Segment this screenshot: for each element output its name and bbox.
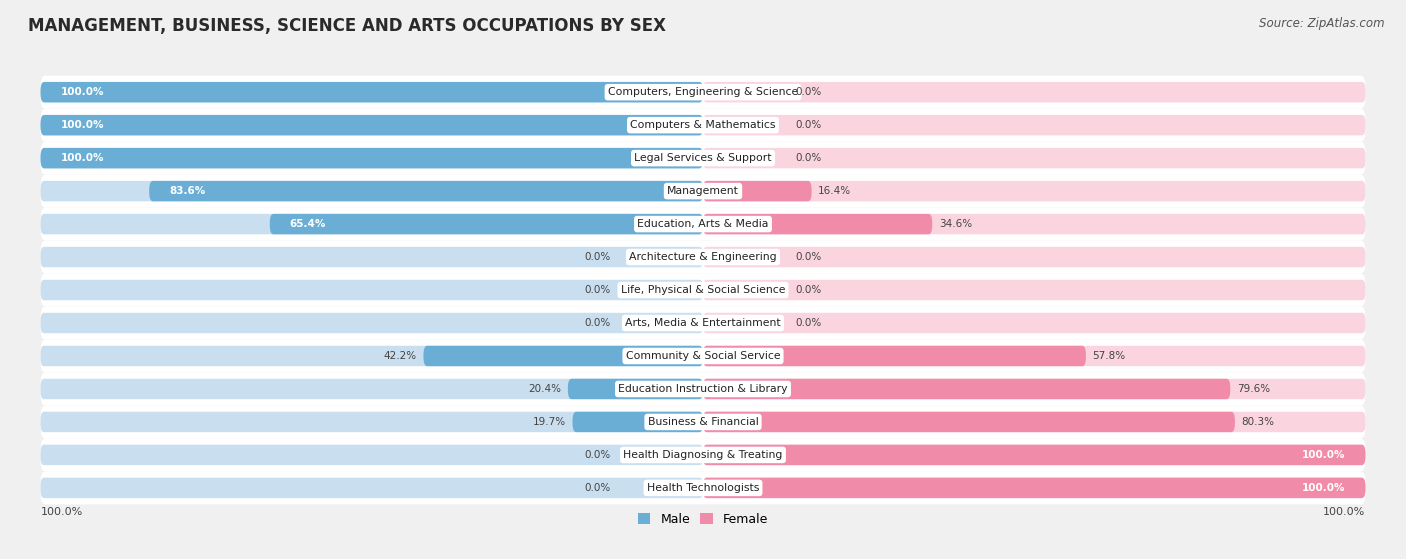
FancyBboxPatch shape [703, 115, 1365, 135]
Text: 0.0%: 0.0% [796, 87, 823, 97]
FancyBboxPatch shape [703, 445, 1365, 465]
Text: 0.0%: 0.0% [583, 318, 610, 328]
FancyBboxPatch shape [41, 339, 1365, 372]
FancyBboxPatch shape [703, 181, 1365, 201]
Text: Business & Financial: Business & Financial [648, 417, 758, 427]
FancyBboxPatch shape [41, 174, 1365, 207]
Text: 0.0%: 0.0% [796, 120, 823, 130]
Text: 20.4%: 20.4% [529, 384, 561, 394]
Text: Health Diagnosing & Treating: Health Diagnosing & Treating [623, 450, 783, 460]
Text: 0.0%: 0.0% [796, 285, 823, 295]
FancyBboxPatch shape [41, 313, 703, 333]
FancyBboxPatch shape [41, 379, 703, 399]
FancyBboxPatch shape [703, 313, 1365, 333]
FancyBboxPatch shape [703, 280, 1365, 300]
Text: Computers & Mathematics: Computers & Mathematics [630, 120, 776, 130]
Text: 0.0%: 0.0% [796, 252, 823, 262]
Text: 19.7%: 19.7% [533, 417, 565, 427]
FancyBboxPatch shape [703, 379, 1365, 399]
FancyBboxPatch shape [703, 346, 1085, 366]
Legend: Male, Female: Male, Female [633, 508, 773, 531]
FancyBboxPatch shape [703, 148, 1365, 168]
FancyBboxPatch shape [41, 214, 703, 234]
FancyBboxPatch shape [703, 445, 1365, 465]
Text: Management: Management [666, 186, 740, 196]
FancyBboxPatch shape [41, 82, 703, 102]
FancyBboxPatch shape [41, 181, 703, 201]
Text: 100.0%: 100.0% [41, 506, 83, 517]
Text: Education Instruction & Library: Education Instruction & Library [619, 384, 787, 394]
Text: 79.6%: 79.6% [1237, 384, 1270, 394]
FancyBboxPatch shape [41, 115, 703, 135]
FancyBboxPatch shape [703, 181, 811, 201]
Text: Health Technologists: Health Technologists [647, 483, 759, 493]
Text: Source: ZipAtlas.com: Source: ZipAtlas.com [1260, 17, 1385, 30]
Text: 0.0%: 0.0% [583, 285, 610, 295]
Text: 100.0%: 100.0% [1302, 483, 1346, 493]
FancyBboxPatch shape [703, 478, 1365, 498]
Text: 100.0%: 100.0% [60, 120, 104, 130]
Text: 83.6%: 83.6% [169, 186, 205, 196]
FancyBboxPatch shape [41, 273, 1365, 306]
Text: 0.0%: 0.0% [583, 450, 610, 460]
Text: 0.0%: 0.0% [796, 318, 823, 328]
Text: 100.0%: 100.0% [60, 153, 104, 163]
FancyBboxPatch shape [703, 412, 1234, 432]
Text: 100.0%: 100.0% [60, 87, 104, 97]
FancyBboxPatch shape [703, 247, 1365, 267]
FancyBboxPatch shape [41, 471, 1365, 504]
FancyBboxPatch shape [41, 247, 703, 267]
Text: 42.2%: 42.2% [384, 351, 416, 361]
Text: Education, Arts & Media: Education, Arts & Media [637, 219, 769, 229]
Text: Life, Physical & Social Science: Life, Physical & Social Science [621, 285, 785, 295]
Text: 100.0%: 100.0% [1302, 450, 1346, 460]
FancyBboxPatch shape [423, 346, 703, 366]
FancyBboxPatch shape [41, 372, 1365, 405]
FancyBboxPatch shape [703, 214, 1365, 234]
FancyBboxPatch shape [703, 346, 1365, 366]
Text: Community & Social Service: Community & Social Service [626, 351, 780, 361]
Text: 16.4%: 16.4% [818, 186, 852, 196]
Text: Architecture & Engineering: Architecture & Engineering [630, 252, 776, 262]
Text: Arts, Media & Entertainment: Arts, Media & Entertainment [626, 318, 780, 328]
FancyBboxPatch shape [149, 181, 703, 201]
FancyBboxPatch shape [41, 445, 703, 465]
Text: 57.8%: 57.8% [1092, 351, 1126, 361]
Text: Computers, Engineering & Science: Computers, Engineering & Science [607, 87, 799, 97]
FancyBboxPatch shape [270, 214, 703, 234]
FancyBboxPatch shape [703, 82, 1365, 102]
Text: Legal Services & Support: Legal Services & Support [634, 153, 772, 163]
FancyBboxPatch shape [41, 346, 703, 366]
Text: 65.4%: 65.4% [290, 219, 326, 229]
FancyBboxPatch shape [703, 478, 1365, 498]
Text: 80.3%: 80.3% [1241, 417, 1275, 427]
FancyBboxPatch shape [41, 412, 703, 432]
FancyBboxPatch shape [703, 379, 1230, 399]
Text: 0.0%: 0.0% [583, 483, 610, 493]
FancyBboxPatch shape [41, 207, 1365, 240]
FancyBboxPatch shape [703, 412, 1365, 432]
FancyBboxPatch shape [568, 379, 703, 399]
FancyBboxPatch shape [703, 214, 932, 234]
FancyBboxPatch shape [41, 108, 1365, 141]
FancyBboxPatch shape [41, 148, 703, 168]
FancyBboxPatch shape [572, 412, 703, 432]
Text: 34.6%: 34.6% [939, 219, 972, 229]
FancyBboxPatch shape [41, 75, 1365, 108]
FancyBboxPatch shape [41, 438, 1365, 471]
FancyBboxPatch shape [41, 82, 703, 102]
FancyBboxPatch shape [41, 280, 703, 300]
FancyBboxPatch shape [41, 148, 703, 168]
FancyBboxPatch shape [41, 306, 1365, 339]
Text: 0.0%: 0.0% [796, 153, 823, 163]
Text: 0.0%: 0.0% [583, 252, 610, 262]
Text: 100.0%: 100.0% [1323, 506, 1365, 517]
FancyBboxPatch shape [41, 141, 1365, 174]
FancyBboxPatch shape [41, 405, 1365, 438]
Text: MANAGEMENT, BUSINESS, SCIENCE AND ARTS OCCUPATIONS BY SEX: MANAGEMENT, BUSINESS, SCIENCE AND ARTS O… [28, 17, 666, 35]
FancyBboxPatch shape [41, 478, 703, 498]
FancyBboxPatch shape [41, 115, 703, 135]
FancyBboxPatch shape [41, 240, 1365, 273]
